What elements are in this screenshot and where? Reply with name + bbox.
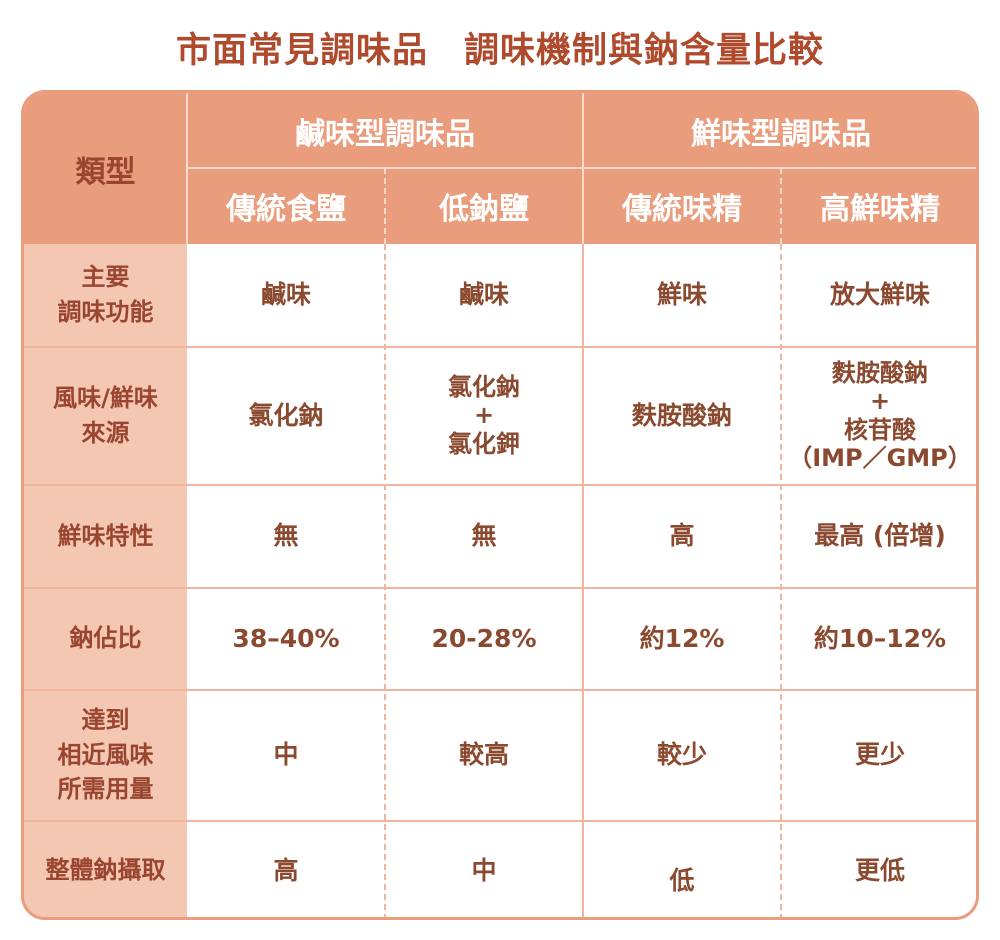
group-header-umami: 鮮味型調味品 (691, 116, 871, 152)
table-cell: 中 (471, 855, 497, 885)
table-cell: 較高 (458, 740, 509, 769)
table-body (187, 244, 976, 917)
type-label: 類型 (75, 154, 136, 190)
group-header-salty: 鹹味型調味品 (295, 116, 475, 152)
row-label-total-sodium: 整體鈉攝取 (45, 856, 166, 885)
table-cell: 高 (669, 521, 695, 550)
table-cell: 鹹味 (260, 280, 311, 309)
comparison-table: 類型 鹹味型調味品 鮮味型調味品 傳統食鹽 低鈉鹽 傳統味精 高鮮味精 主要 調… (21, 90, 979, 920)
table-cell: 鮮味 (656, 280, 707, 309)
row-label-flavor-source: 風味/鮮味 來源 (53, 383, 158, 447)
column-header-high-umami-msg: 高鮮味精 (820, 192, 940, 227)
table-cell: 約12% (639, 623, 725, 653)
table-cell: 約10–12% (813, 623, 947, 653)
column-header-msg: 傳統味精 (622, 192, 742, 227)
table-cell: 麩胺酸鈉 (631, 400, 732, 430)
grid-line (780, 244, 782, 917)
header-divider (384, 168, 386, 244)
table-cell: 氯化鈉 (248, 400, 324, 430)
table-cell: 高 (273, 855, 299, 885)
table-cell: 放大鮮味 (829, 280, 930, 309)
grid-line (24, 689, 976, 691)
table-cell: 中 (273, 740, 299, 769)
grid-line (24, 484, 976, 486)
table-cell: 20-28% (431, 623, 537, 653)
table-cell: 最高 (倍增) (814, 521, 946, 550)
table-cell: 鹹味 (458, 280, 509, 309)
row-label-umami-trait: 鮮味特性 (57, 521, 154, 550)
table-cell: 無 (471, 521, 497, 550)
table-cell: 更低 (854, 855, 905, 885)
table-cell: 低 (669, 865, 695, 895)
grid-line (24, 346, 976, 348)
grid-line (24, 587, 976, 589)
header-divider (187, 167, 976, 169)
table-cell: 更少 (854, 740, 905, 769)
page-title: 市面常見調味品 調味機制與鈉含量比較 (175, 31, 824, 71)
table-cell: 38–40% (232, 623, 340, 653)
grid-line (582, 244, 584, 917)
grid-line (24, 820, 976, 822)
table-cell: 氯化鈉 + 氯化鉀 (448, 373, 520, 458)
row-label-main-function: 主要 調味功能 (57, 263, 154, 326)
row-label-sodium-ratio: 鈉佔比 (69, 624, 142, 653)
table-cell: 麩胺酸鈉 + 核苷酸 （IMP／GMP） (788, 358, 972, 472)
table-cell: 無 (273, 521, 299, 550)
column-header-low-sodium-salt: 低鈉鹽 (439, 192, 529, 227)
header-divider (780, 168, 782, 244)
row-label-amount-needed: 達到 相近風味 所需用量 (57, 705, 154, 804)
header-divider (186, 93, 188, 244)
header-divider (582, 93, 584, 244)
grid-line (384, 244, 386, 917)
column-header-table-salt: 傳統食鹽 (226, 192, 346, 227)
table-cell: 較少 (656, 740, 707, 769)
